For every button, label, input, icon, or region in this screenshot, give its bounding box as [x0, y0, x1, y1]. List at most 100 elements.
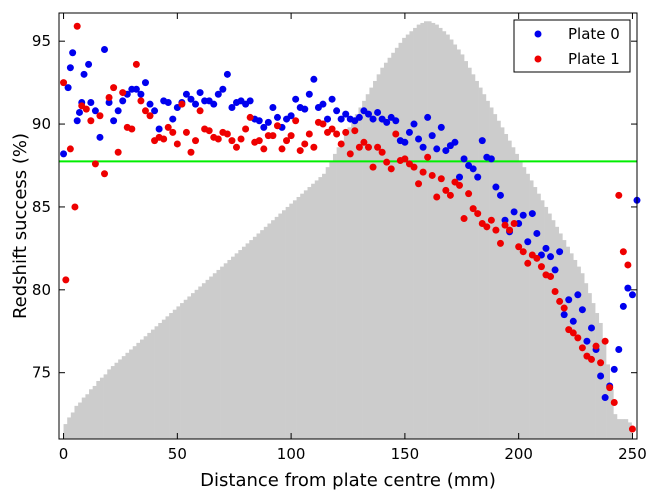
point-plate-1 — [333, 130, 341, 138]
point-plate-1 — [178, 100, 186, 108]
histogram-bar — [67, 417, 72, 439]
histogram-bar — [354, 114, 359, 439]
point-plate-1 — [383, 158, 391, 166]
histogram-bar — [485, 100, 490, 439]
histogram-bar — [580, 273, 585, 439]
point-plate-1 — [246, 113, 254, 121]
x-tick-label: 150 — [391, 445, 420, 463]
histogram-bar — [609, 389, 614, 439]
histogram-bar — [300, 193, 305, 439]
histogram-bar — [129, 349, 134, 439]
histogram-bar — [278, 213, 283, 439]
histogram-bar — [456, 49, 461, 440]
histogram-bar — [303, 190, 308, 439]
point-plate-1 — [465, 190, 473, 198]
point-plate-0 — [337, 115, 345, 123]
point-plate-1 — [364, 143, 372, 151]
point-plate-1 — [369, 163, 377, 171]
point-plate-1 — [66, 145, 74, 153]
histogram-bar — [533, 187, 538, 439]
point-plate-1 — [269, 132, 277, 140]
histogram-bar — [201, 283, 206, 439]
histogram-bar — [271, 220, 276, 439]
histogram-bar — [525, 173, 530, 439]
point-plate-0 — [80, 70, 88, 78]
histogram-bar — [256, 233, 261, 439]
histogram-bar — [351, 120, 356, 439]
histogram-bar — [551, 220, 556, 439]
histogram-bar — [460, 54, 465, 439]
histogram-bar — [380, 67, 385, 440]
histogram-bar — [172, 309, 177, 439]
histogram-bar — [383, 62, 388, 439]
histogram-bar — [616, 419, 621, 439]
point-plate-1 — [119, 89, 127, 97]
x-tick-label: 100 — [277, 445, 306, 463]
point-plate-0 — [164, 99, 172, 107]
histogram-bar — [347, 127, 352, 440]
histogram-bar — [398, 42, 403, 439]
point-plate-1 — [319, 120, 327, 128]
histogram-bar — [260, 230, 265, 439]
histogram-bar — [540, 200, 545, 439]
point-plate-0 — [292, 95, 300, 103]
point-plate-0 — [392, 117, 400, 125]
point-plate-1 — [96, 112, 104, 120]
histogram-bar — [587, 293, 592, 439]
point-plate-1 — [551, 287, 559, 295]
point-plate-1 — [492, 226, 500, 234]
histogram-bar — [409, 31, 414, 440]
histogram-bar — [591, 303, 596, 439]
histogram-bar — [143, 336, 148, 439]
histogram-bar — [584, 283, 589, 439]
histogram-bar — [154, 326, 159, 439]
y-tick-label: 80 — [32, 281, 51, 299]
point-plate-1 — [556, 297, 564, 305]
point-plate-0 — [101, 45, 109, 53]
histogram-bar — [245, 243, 250, 439]
point-plate-1 — [169, 128, 177, 136]
point-plate-0 — [560, 311, 568, 319]
point-plate-0 — [137, 90, 145, 98]
point-plate-1 — [114, 148, 122, 156]
point-plate-1 — [597, 359, 605, 367]
point-plate-1 — [601, 337, 609, 345]
histogram-bar — [99, 377, 104, 439]
point-plate-1 — [196, 107, 204, 115]
histogram-bar — [558, 233, 563, 439]
histogram-bar — [289, 203, 294, 439]
point-plate-1 — [283, 137, 291, 145]
point-plate-0 — [333, 107, 341, 115]
point-plate-1 — [173, 140, 181, 148]
histogram-bar — [576, 266, 581, 439]
point-plate-0 — [151, 107, 159, 115]
point-plate-1 — [260, 145, 268, 153]
point-plate-1 — [164, 123, 172, 131]
point-plate-0 — [324, 115, 332, 123]
point-plate-0 — [547, 253, 555, 261]
point-plate-1 — [387, 165, 395, 173]
histogram-bar — [161, 319, 166, 439]
histogram-bar — [140, 339, 144, 439]
legend-marker-plate-0 — [534, 30, 542, 38]
histogram-bar — [529, 180, 534, 440]
point-plate-1 — [560, 304, 568, 312]
histogram-bar — [252, 236, 257, 439]
point-plate-0 — [442, 147, 450, 155]
histogram-bar — [329, 160, 334, 439]
point-plate-1 — [524, 259, 532, 267]
histogram-bar — [107, 369, 112, 439]
histogram-bar — [434, 24, 439, 439]
histogram-bar — [296, 196, 301, 439]
histogram-bar — [183, 299, 188, 439]
histogram-bar — [373, 80, 377, 439]
histogram-bar — [227, 259, 232, 439]
point-plate-1 — [101, 170, 109, 178]
point-plate-0 — [73, 117, 81, 125]
histogram-bar — [478, 87, 483, 440]
histogram-bar — [147, 332, 152, 439]
histogram-bar — [442, 31, 447, 440]
point-plate-0 — [524, 238, 532, 246]
histogram-bar — [132, 346, 137, 439]
point-plate-1 — [474, 210, 482, 218]
